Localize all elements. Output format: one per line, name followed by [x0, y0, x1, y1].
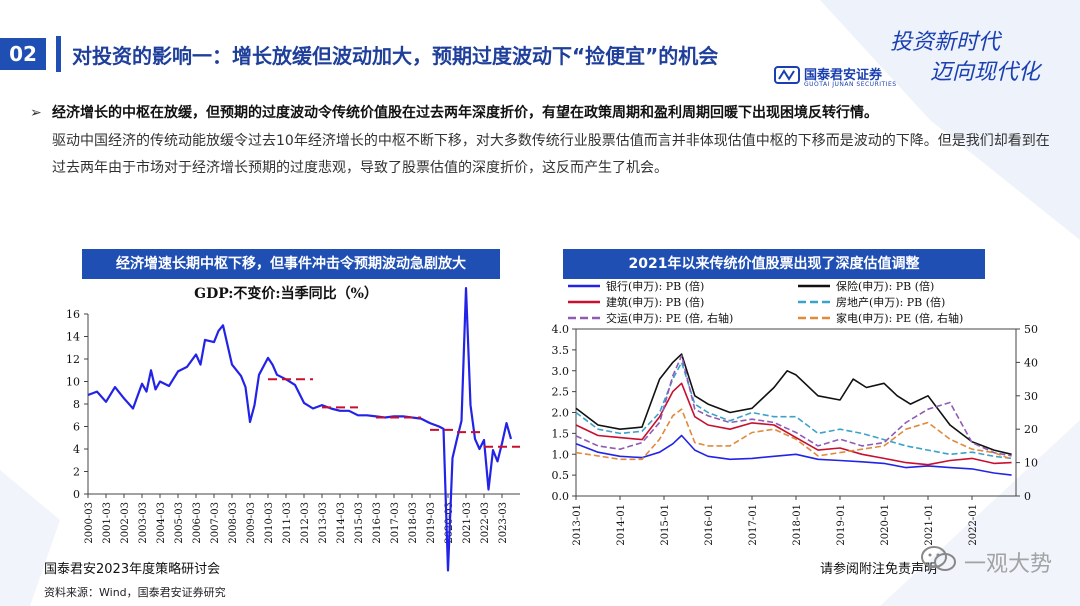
chart1-y-tick-label: 8 [73, 398, 80, 411]
chart1-x-tick-label: 2013-03 [318, 502, 329, 544]
chart2-x-tick-label: 2019-01 [836, 504, 847, 546]
chart2-caption: 2021年以来传统价值股票出现了深度估值调整 [563, 249, 985, 279]
chart1-x-tick-label: 2016-03 [372, 502, 383, 544]
chart2-x-tick-label: 2022-01 [968, 504, 979, 546]
chart1-y-tick-label: 2 [73, 466, 80, 479]
chart2-right-tick-label: 20 [1024, 423, 1038, 436]
chart2-left-tick-label: 0.5 [552, 469, 570, 482]
chart2-legend-label: 交运(申万): PE (倍, 右轴) [606, 311, 733, 325]
chart2-left-tick-label: 3.5 [552, 344, 570, 357]
chart2-right-tick-label: 30 [1024, 390, 1038, 403]
chart1-x-tick-label: 2010-03 [264, 502, 275, 544]
chart1-x-tick-label: 2001-03 [102, 502, 113, 544]
valuation-series-line [575, 353, 1012, 456]
key-point: ➢ 经济增长的中枢在放缓，但预期的过度波动令传统价值股在过去两年深度折价，有望在政… [30, 102, 1060, 124]
chart1-title: GDP:不变价:当季同比（%） [194, 285, 378, 302]
chart2-right-tick-label: 10 [1024, 457, 1038, 470]
chart2-x-tick-label: 2013-01 [572, 504, 583, 546]
chart2-left-tick-label: 2.0 [552, 407, 570, 420]
bullet-arrow-icon: ➢ [30, 105, 42, 121]
chart2-right-tick-label: 50 [1024, 323, 1038, 336]
brand-slogan-line2: 迈向现代化 [930, 60, 1041, 85]
valuation-series-line [575, 354, 1012, 457]
chart1-x-tick-label: 2017-03 [390, 502, 401, 544]
chart2-plot-frame [575, 328, 1017, 497]
chart2-left-tick-label: 1.5 [552, 427, 570, 440]
chart2-legend-label: 房地产(申万): PB (倍) [836, 295, 945, 309]
key-point-text: 经济增长的中枢在放缓，但预期的过度波动令传统价值股在过去两年深度折价，有望在政策… [52, 105, 878, 121]
chart1-x-tick-label: 2018-03 [408, 502, 419, 544]
chart2-left-tick-label: 2.5 [552, 386, 570, 399]
chart1-y-tick-label: 4 [73, 443, 80, 456]
chart2-x-tick-label: 2018-01 [792, 504, 803, 546]
footer-disclaimer: 请参阅附注免责声明 [820, 562, 938, 577]
valuation-series-line [575, 408, 1012, 461]
chart2-left-tick-label: 1.0 [552, 448, 570, 461]
chart1-x-tick-label: 2004-03 [156, 502, 167, 544]
chart1-x-tick-label: 2006-03 [192, 502, 203, 544]
chart2-left-tick-label: 3.0 [552, 365, 570, 378]
chart2-x-tick-label: 2015-01 [660, 504, 671, 546]
chart2-x-tick-label: 2021-01 [924, 504, 935, 546]
chart1-x-tick-label: 2003-03 [138, 502, 149, 544]
page-title: 对投资的影响一：增长放缓但波动加大，预期过度波动下“捡便宜”的机会 [72, 44, 719, 68]
watermark: 一观大势 [920, 544, 1070, 584]
brand-name-cn: 国泰君安证券 [804, 68, 883, 83]
valuation-series-line [575, 361, 1012, 460]
chart1-x-tick-label: 2023-03 [498, 502, 509, 544]
gdp-series-line [87, 287, 513, 572]
chart1-x-tick-label: 2015-03 [354, 502, 365, 544]
gdp-chart: GDP:不变价:当季同比（%） 0 2 4 6 8 10 12 14 16 2000-03 2001… [66, 285, 520, 572]
wechat-icon [921, 546, 956, 571]
brand-name-en: GUOTAI JUNAN SECURITIES [804, 81, 897, 88]
valuation-series-line [575, 382, 1012, 466]
watermark-text: 一观大势 [964, 552, 1053, 577]
source-note: 资料来源：Wind，国泰君安证券研究 [44, 586, 226, 599]
chart2-legend-label: 银行(申万): PB (倍) [606, 279, 704, 293]
chart1-x-tick-label: 2014-03 [336, 502, 347, 544]
chart2-right-tick-label: 0 [1024, 490, 1031, 503]
chart1-y-tick-label: 12 [66, 353, 80, 366]
valuation-chart: 0.0 0.5 1.0 1.5 2.0 2.5 3.0 3.5 4.0 0 10 20 30 40 50 20… [552, 279, 1039, 546]
chart1-y-tick-label: 0 [73, 488, 80, 501]
chart1-x-tick-label: 2005-03 [174, 502, 185, 544]
brand-slogan-line1: 投资新时代 [890, 30, 1001, 55]
chart2-left-tick-label: 4.0 [552, 323, 570, 336]
chart1-y-tick-label: 10 [66, 376, 80, 389]
chart1-y-tick-label: 14 [66, 331, 80, 344]
chart1-x-tick-label: 2002-03 [120, 502, 131, 544]
chart1-x-tick-label: 2022-03 [480, 502, 491, 544]
company-logo-icon [774, 66, 800, 84]
chart2-x-tick-label: 2017-01 [748, 504, 759, 546]
chart1-x-tick-label: 2021-03 [462, 502, 473, 544]
chart2-x-tick-label: 2014-01 [616, 504, 627, 546]
chart1-x-tick-label: 2019-03 [426, 502, 437, 544]
footer-event: 国泰君安2023年度策略研讨会 [44, 562, 221, 577]
chart1-y-tick-label: 6 [73, 421, 80, 434]
chart2-legend-label: 家电(申万): PE (倍, 右轴) [836, 311, 963, 325]
section-number: 02 [0, 38, 46, 70]
chart2-left-tick-label: 0.0 [552, 490, 570, 503]
chart1-y-tick-label: 16 [66, 308, 80, 321]
chart1-x-tick-label: 2007-03 [210, 502, 221, 544]
chart2-x-tick-label: 2016-01 [704, 504, 715, 546]
brand-block: 投资新时代 迈向现代化 国泰君安证券 GUOTAI JUNAN SECURITI… [770, 24, 1070, 94]
valuation-series-line [575, 434, 1012, 476]
chart1-x-tick-label: 2000-03 [84, 502, 95, 544]
chart2-right-tick-label: 40 [1024, 356, 1038, 369]
body-text: ➢ 经济增长的中枢在放缓，但预期的过度波动令传统价值股在过去两年深度折价，有望在政… [30, 102, 1060, 182]
page-header: 02 对投资的影响一：增长放缓但波动加大，预期过度波动下“捡便宜”的机会 投资新… [0, 20, 1080, 88]
chart1-x-tick-label: 2008-03 [228, 502, 239, 544]
chart1-caption: 经济增速长期中枢下移，但事件冲击令预期波动急剧放大 [82, 249, 500, 279]
chart1-x-tick-label: 2011-03 [282, 502, 293, 544]
body-paragraph: 驱动中国经济的传统动能放缓令过去10年经济增长的中枢不断下移，对大多数传统行业股… [52, 133, 1050, 176]
chart2-x-tick-label: 2020-01 [880, 504, 891, 546]
chart1-x-tick-label: 2012-03 [300, 502, 311, 544]
chart2-legend-label: 建筑(申万): PB (倍) [606, 295, 704, 309]
chart1-x-tick-label: 2009-03 [246, 502, 257, 544]
title-accent-bar [56, 36, 61, 72]
chart2-legend-label: 保险(申万): PB (倍) [836, 279, 934, 293]
